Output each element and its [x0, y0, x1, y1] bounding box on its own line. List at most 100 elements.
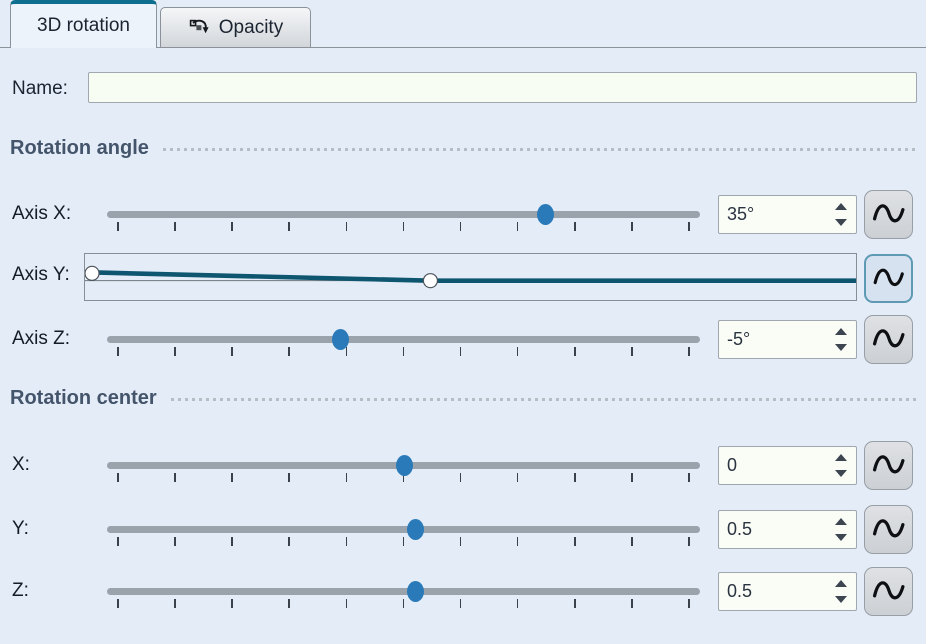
center-x-tick-marks [107, 473, 700, 482]
tick-mark [459, 537, 462, 546]
center-y-label: Y: [12, 518, 29, 539]
tick-mark [688, 537, 690, 546]
axis-x-value: 35° [727, 204, 755, 224]
spin-down-arrow-icon[interactable] [835, 219, 847, 226]
center-y-spinbox[interactable]: 0.5 [718, 510, 857, 549]
tick-mark [574, 537, 576, 546]
spin-down-arrow-icon[interactable] [835, 534, 847, 541]
sine-wave-icon [872, 204, 905, 223]
center-x-slider-handle[interactable] [395, 455, 413, 476]
tick-mark [459, 599, 462, 608]
axis-z-spin-arrows [826, 321, 856, 358]
center-y-value: 0.5 [727, 519, 753, 539]
tick-mark [402, 537, 405, 546]
tick-mark [288, 473, 290, 482]
keyframe-point[interactable] [85, 265, 100, 281]
spin-up-arrow-icon[interactable] [835, 328, 847, 335]
tick-mark [402, 222, 405, 231]
axis-z-keyframes-button[interactable] [864, 315, 913, 364]
axis-x-tick-marks [107, 222, 700, 231]
axis-z-label: Axis Z: [12, 328, 71, 349]
tick-mark [631, 473, 633, 482]
axis-y-label: Axis Y: [12, 264, 70, 285]
tick-mark [516, 473, 519, 482]
center-z-label: Z: [12, 580, 29, 601]
axis-x-keyframes-button[interactable] [864, 190, 913, 239]
tab-3d-rotation[interactable]: 3D rotation [10, 0, 157, 48]
axis-y-keyframe-curve-editor[interactable] [84, 253, 857, 301]
tick-mark [688, 599, 690, 608]
tick-mark [402, 473, 405, 482]
center-y-slider-track[interactable] [107, 526, 700, 533]
tick-mark [288, 599, 290, 608]
tick-mark [288, 222, 290, 231]
tick-mark [174, 599, 176, 608]
spin-up-arrow-icon[interactable] [835, 518, 847, 525]
axis-x-spinbox[interactable]: 35° [718, 195, 857, 234]
axis-x-label: Axis X: [12, 203, 72, 224]
tick-mark [231, 537, 233, 546]
tab-opacity[interactable]: Opacity [160, 7, 311, 48]
spin-up-arrow-icon[interactable] [835, 580, 847, 587]
axis-x-slider[interactable] [107, 188, 700, 236]
tab-3d-rotation-label: 3D rotation [37, 15, 130, 36]
sine-wave-icon [873, 268, 904, 287]
tick-mark [231, 347, 233, 356]
center-z-spinbox[interactable]: 0.5 [718, 572, 857, 611]
axis-y-keyframes-button[interactable] [864, 254, 913, 303]
axis-z-spinbox[interactable]: -5° [718, 320, 857, 359]
center-z-keyframes-button[interactable] [864, 567, 913, 616]
sine-wave-icon [872, 455, 905, 474]
tick-mark [345, 222, 348, 231]
spin-up-arrow-icon[interactable] [835, 454, 847, 461]
spin-down-arrow-icon[interactable] [835, 470, 847, 477]
tick-mark [459, 347, 462, 356]
center-x-slider[interactable] [107, 439, 700, 487]
center-y-slider[interactable] [107, 503, 700, 551]
tick-mark [516, 222, 519, 231]
tick-mark [117, 599, 119, 608]
tab-bar: 3D rotation Opacity [0, 0, 926, 48]
row-center-y: Y: 0.5 [0, 503, 926, 559]
name-label: Name: [12, 78, 68, 99]
tick-mark [288, 347, 290, 356]
center-z-slider-track[interactable] [107, 588, 700, 595]
center-y-slider-handle[interactable] [407, 519, 425, 540]
center-y-keyframes-button[interactable] [864, 505, 913, 554]
center-z-slider-handle[interactable] [407, 581, 425, 602]
tick-mark [288, 537, 290, 546]
tick-mark [231, 473, 233, 482]
tick-mark [574, 599, 576, 608]
tick-mark [631, 537, 633, 546]
center-x-spinbox[interactable]: 0 [718, 446, 857, 485]
keyframe-point[interactable] [422, 273, 439, 289]
tick-mark [631, 222, 633, 231]
sine-wave-icon [872, 329, 905, 348]
center-x-label: X: [12, 454, 30, 475]
tick-mark [174, 347, 176, 356]
tick-mark [459, 222, 462, 231]
axis-z-slider-track[interactable] [107, 336, 700, 343]
row-center-x: X: 0 [0, 439, 926, 495]
axis-x-slider-track[interactable] [107, 211, 700, 218]
tick-mark [174, 473, 176, 482]
section-dotted-divider [162, 148, 918, 151]
axis-z-slider[interactable] [107, 313, 700, 361]
row-axis-x: Axis X: 35° [0, 188, 926, 244]
tick-mark [516, 599, 519, 608]
spin-down-arrow-icon[interactable] [835, 344, 847, 351]
spin-down-arrow-icon[interactable] [835, 596, 847, 603]
center-x-keyframes-button[interactable] [864, 441, 913, 490]
name-input[interactable] [88, 72, 917, 103]
axis-z-slider-handle[interactable] [331, 329, 349, 350]
spin-up-arrow-icon[interactable] [835, 203, 847, 210]
center-z-slider[interactable] [107, 565, 700, 613]
axis-x-slider-handle[interactable] [537, 204, 555, 225]
tick-mark [516, 537, 519, 546]
tick-mark [345, 347, 348, 356]
sine-wave-icon [872, 519, 905, 538]
center-z-spin-arrows [826, 573, 856, 610]
row-axis-y: Axis Y: [0, 249, 926, 305]
tick-mark [402, 347, 405, 356]
